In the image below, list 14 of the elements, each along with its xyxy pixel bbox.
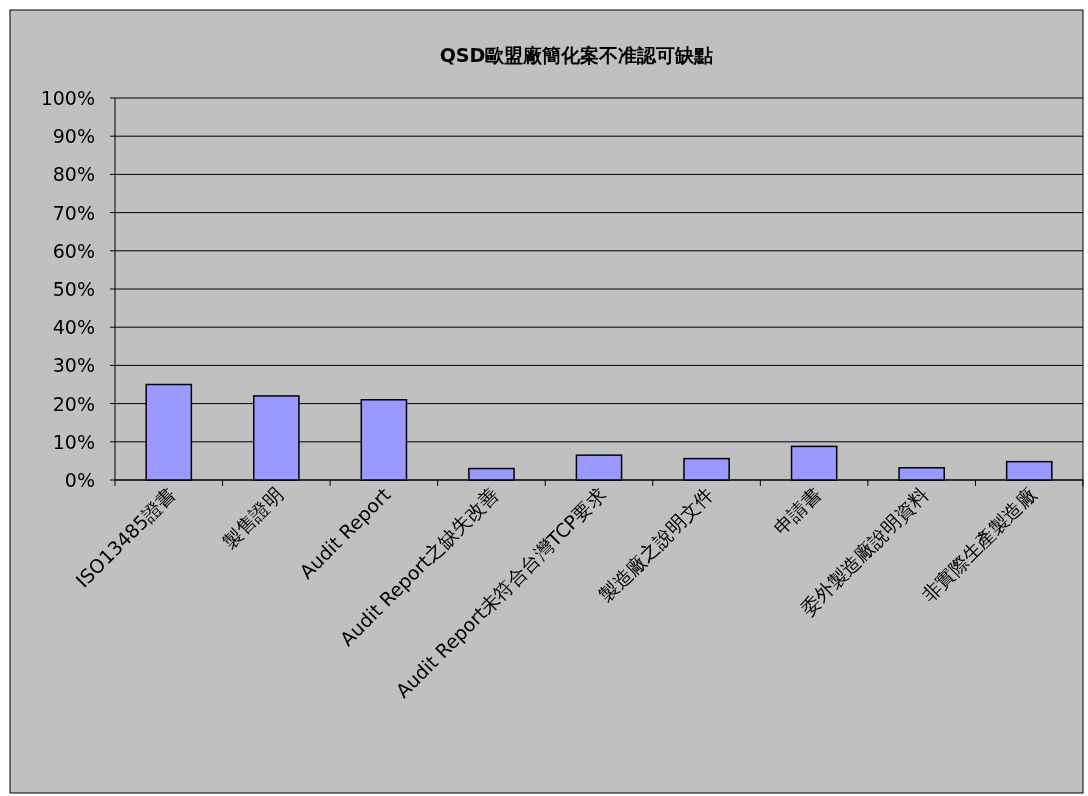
x-tick-label: 製售證明 — [217, 483, 288, 553]
y-tick-label: 40% — [52, 316, 95, 339]
y-tick-label: 0% — [64, 469, 95, 491]
y-tick-label: 20% — [52, 392, 95, 415]
chart-title: QSD歐盟廠簡化案不准認可缺點 — [439, 44, 714, 66]
y-tick-label: 30% — [52, 354, 95, 377]
y-tick-label: 50% — [52, 278, 95, 300]
y-tick-label: 10% — [52, 430, 95, 453]
y-tick-label: 90% — [52, 125, 95, 148]
y-tick-label: 100% — [40, 87, 95, 109]
y-tick-label: 70% — [52, 201, 95, 224]
y-tick-label: 60% — [52, 239, 95, 262]
x-tick-label: 申請書 — [769, 483, 825, 540]
y-tick-label: 80% — [52, 163, 95, 186]
